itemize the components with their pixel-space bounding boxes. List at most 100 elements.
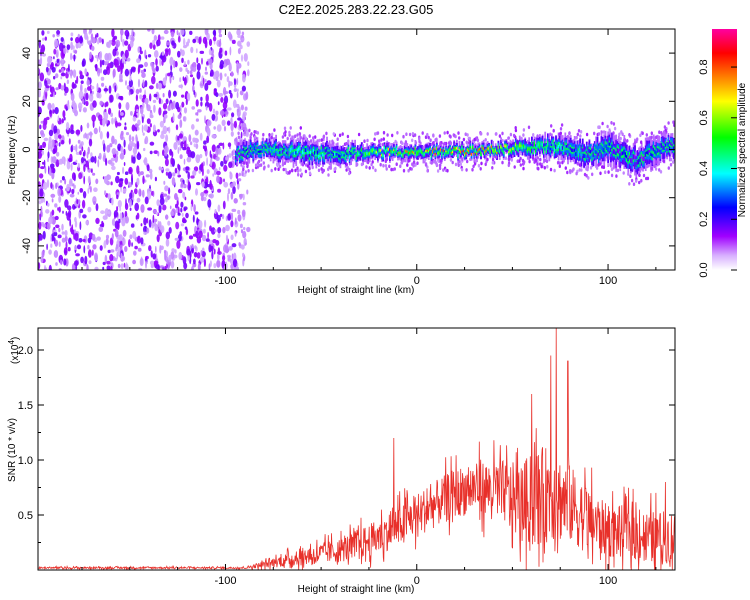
noise-speckle xyxy=(127,32,130,37)
signal-band-cell xyxy=(423,152,426,156)
signal-halo-speckle xyxy=(597,132,601,136)
signal-band-cell xyxy=(551,143,553,147)
noise-speckle xyxy=(117,143,122,152)
noise-speckle xyxy=(99,58,102,68)
noise-speckle xyxy=(136,58,141,64)
signal-halo-speckle xyxy=(553,168,556,173)
noise-speckle xyxy=(185,212,189,219)
noise-speckle xyxy=(181,94,185,98)
signal-band-cell xyxy=(344,156,347,159)
noise-speckle xyxy=(193,251,198,258)
noise-speckle xyxy=(145,55,148,60)
noise-speckle xyxy=(218,142,224,146)
signal-band-cell xyxy=(405,150,407,153)
noise-speckle xyxy=(240,229,244,234)
noise-speckle xyxy=(58,227,61,233)
noise-speckle xyxy=(192,170,197,177)
noise-speckle xyxy=(67,247,71,252)
noise-speckle xyxy=(133,250,137,256)
signal-halo-speckle xyxy=(501,160,504,165)
noise-speckle xyxy=(54,38,59,48)
noise-speckle xyxy=(227,142,232,148)
signal-halo-speckle xyxy=(267,164,270,168)
signal-halo-speckle xyxy=(602,165,606,169)
signal-halo-speckle xyxy=(610,167,614,171)
noise-speckle xyxy=(80,124,83,132)
signal-halo-speckle xyxy=(424,157,427,162)
noise-speckle xyxy=(90,156,95,163)
signal-band-cell xyxy=(429,147,431,151)
colorbar-label: Normalized spectral amplitude xyxy=(737,82,748,217)
signal-halo-speckle xyxy=(630,178,634,183)
signal-band-cell xyxy=(235,155,237,160)
noise-speckle xyxy=(114,229,119,238)
noise-speckle xyxy=(117,263,121,269)
noise-speckle xyxy=(70,129,75,135)
signal-band-cell xyxy=(529,148,532,152)
noise-speckle xyxy=(121,217,126,227)
noise-speckle xyxy=(223,63,226,68)
noise-speckle xyxy=(152,44,156,50)
noise-speckle xyxy=(163,110,168,115)
signal-halo-speckle xyxy=(618,132,621,137)
noise-speckle xyxy=(214,209,217,214)
noise-speckle xyxy=(147,29,151,32)
noise-speckle xyxy=(149,260,155,266)
noise-speckle xyxy=(191,106,195,110)
spec-xtick-label: 100 xyxy=(599,275,617,287)
snr-ytick-label: 1.0 xyxy=(18,455,33,467)
noise-speckle xyxy=(201,181,205,188)
signal-halo-speckle xyxy=(610,173,614,178)
signal-band-cell xyxy=(393,149,395,151)
noise-speckle xyxy=(225,156,228,161)
noise-speckle xyxy=(56,30,61,35)
noise-speckle xyxy=(107,60,109,64)
noise-speckle xyxy=(125,132,130,136)
spectrogram-marks xyxy=(38,29,675,270)
noise-speckle xyxy=(49,109,52,115)
noise-speckle xyxy=(131,177,134,186)
noise-speckle xyxy=(227,107,232,111)
noise-speckle xyxy=(53,75,56,80)
signal-halo-speckle xyxy=(325,131,328,136)
noise-speckle xyxy=(81,146,84,152)
noise-speckle xyxy=(38,262,41,270)
signal-halo-speckle xyxy=(411,132,415,136)
signal-band-cell xyxy=(421,150,423,154)
noise-speckle xyxy=(158,97,161,105)
signal-band-cell xyxy=(381,154,383,157)
signal-band-cell xyxy=(358,152,360,156)
noise-speckle xyxy=(103,111,109,121)
signal-halo-speckle xyxy=(579,134,582,138)
signal-band-cell xyxy=(584,154,587,159)
noise-speckle xyxy=(225,224,230,232)
noise-speckle xyxy=(47,151,50,159)
signal-band-cell xyxy=(244,150,247,153)
signal-halo-speckle xyxy=(395,162,398,166)
signal-halo-speckle xyxy=(550,124,553,128)
noise-speckle xyxy=(87,206,92,213)
signal-band-cell xyxy=(555,144,557,149)
noise-speckle xyxy=(191,265,194,270)
signal-band-cell xyxy=(632,154,635,160)
signal-halo-speckle xyxy=(401,159,404,163)
noise-speckle xyxy=(180,29,185,36)
noise-speckle xyxy=(177,36,181,43)
signal-halo-speckle xyxy=(284,167,287,172)
noise-speckle xyxy=(141,124,144,134)
noise-speckle xyxy=(198,220,203,229)
noise-speckle xyxy=(38,221,42,230)
noise-speckle xyxy=(142,79,145,87)
signal-halo-speckle xyxy=(301,162,305,167)
noise-speckle xyxy=(198,36,202,45)
noise-speckle xyxy=(50,182,53,189)
noise-speckle xyxy=(75,144,78,153)
signal-halo-speckle xyxy=(253,135,257,139)
noise-speckle xyxy=(118,95,123,100)
noise-speckle xyxy=(153,150,159,155)
noise-speckle xyxy=(78,238,83,243)
noise-speckle xyxy=(189,74,194,78)
noise-speckle xyxy=(225,58,231,66)
noise-speckle xyxy=(79,143,83,149)
noise-speckle xyxy=(231,155,236,161)
